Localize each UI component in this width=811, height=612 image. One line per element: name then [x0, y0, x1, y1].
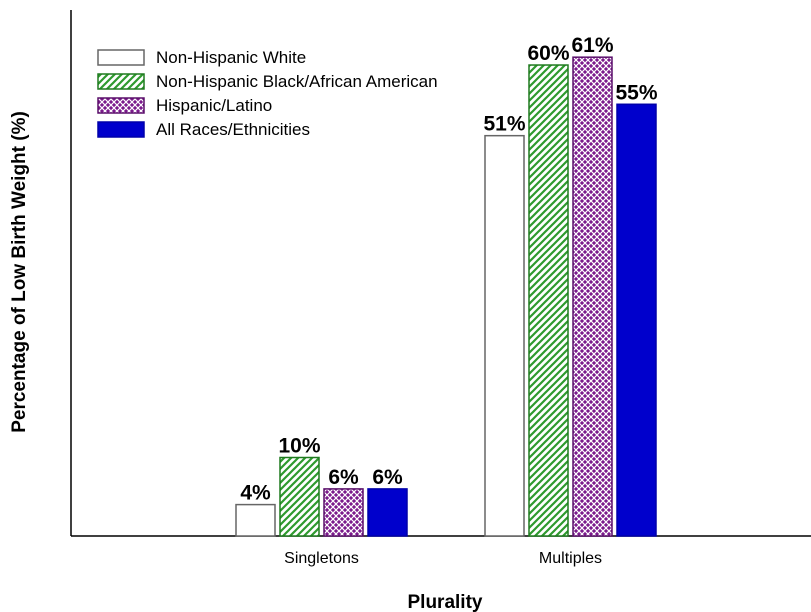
legend-label-non-hispanic-white: Non-Hispanic White	[156, 48, 306, 67]
x-tick-label-multiples: Multiples	[539, 550, 602, 567]
bar-multiples-non-hispanic-white	[484, 134, 525, 537]
legend: Non-Hispanic White Non-Hispanic Black/Afr…	[97, 48, 438, 139]
data-label-multiples-all-races-ethnicities: 55%	[615, 81, 657, 104]
legend-label-hispanic-latino: Hispanic/Latino	[156, 96, 272, 115]
x-axis-title: Plurality	[408, 592, 483, 612]
legend-swatch-hispanic-latino	[97, 97, 145, 114]
bar-singletons-non-hispanic-white	[235, 503, 276, 537]
legend-item-non-hispanic-black-african-american: Non-Hispanic Black/African American	[97, 72, 438, 91]
bar-singletons-all-races-ethnicities	[367, 488, 408, 537]
legend-label-non-hispanic-black-african-american: Non-Hispanic Black/African American	[156, 72, 438, 91]
bars-group	[235, 56, 657, 537]
bar-multiples-hispanic-latino	[572, 56, 613, 537]
data-label-multiples-non-hispanic-black-african-american: 60%	[527, 42, 569, 65]
x-tick-label-singletons: Singletons	[284, 550, 359, 567]
legend-swatch-non-hispanic-black-african-american	[97, 73, 145, 90]
data-label-singletons-hispanic-latino: 6%	[328, 466, 359, 489]
legend-item-all-races-ethnicities: All Races/Ethnicities	[97, 120, 310, 139]
legend-item-non-hispanic-white: Non-Hispanic White	[97, 48, 306, 67]
data-label-singletons-non-hispanic-black-african-american: 10%	[278, 435, 320, 458]
data-labels-group: 4% 10% 6% 6% 51% 60% 61% 55%	[240, 34, 658, 504]
x-tick-labels-group: Singletons Multiples	[284, 550, 602, 567]
bar-multiples-all-races-ethnicities	[616, 103, 657, 537]
data-label-singletons-non-hispanic-white: 4%	[240, 482, 271, 505]
data-label-singletons-all-races-ethnicities: 6%	[372, 466, 403, 489]
legend-swatch-all-races-ethnicities	[97, 121, 145, 138]
axes	[70, 10, 811, 537]
data-label-multiples-non-hispanic-white: 51%	[483, 113, 525, 136]
bar-singletons-non-hispanic-black-african-american	[279, 456, 320, 537]
legend-label-all-races-ethnicities: All Races/Ethnicities	[156, 120, 310, 139]
bar-multiples-non-hispanic-black-african-american	[528, 64, 569, 537]
y-axis-title: Percentage of Low Birth Weight (%)	[9, 111, 30, 433]
legend-swatch-non-hispanic-white	[97, 49, 145, 66]
data-label-multiples-hispanic-latino: 61%	[571, 34, 613, 57]
legend-item-hispanic-latino: Hispanic/Latino	[97, 96, 272, 115]
bar-singletons-hispanic-latino	[323, 488, 364, 537]
